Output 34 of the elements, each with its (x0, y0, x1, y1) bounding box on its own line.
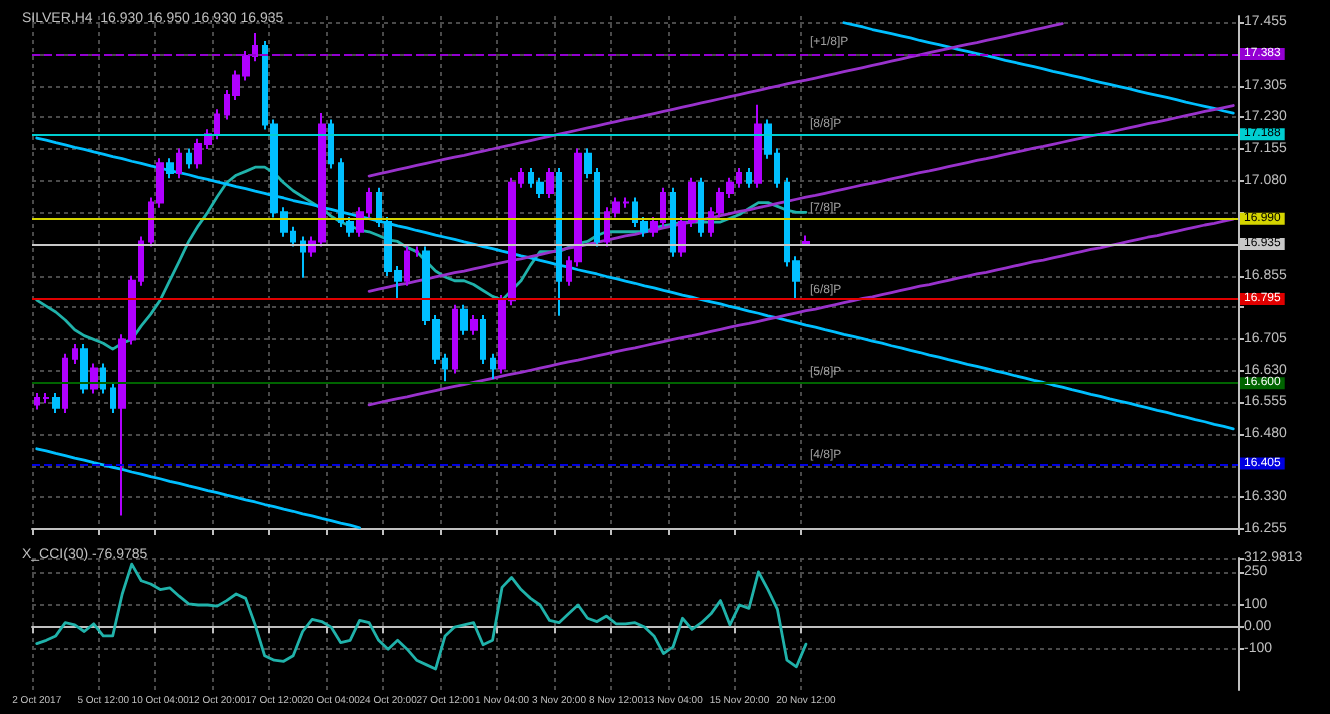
candlestick (90, 362, 98, 395)
candlestick (802, 234, 810, 245)
candlestick (546, 167, 554, 199)
line-series (367, 217, 1235, 407)
candlestick (186, 147, 192, 170)
candlestick (404, 245, 410, 287)
candlestick (176, 147, 182, 180)
candlestick (300, 235, 306, 279)
candlestick (414, 245, 420, 258)
candlestick (470, 313, 478, 336)
candlestick (754, 103, 762, 189)
candlestick (536, 176, 544, 199)
candlestick (72, 343, 78, 365)
line-series (35, 562, 808, 671)
candlestick (490, 352, 496, 381)
line-series (35, 165, 808, 351)
candlestick (42, 392, 50, 405)
line-series (35, 447, 362, 530)
candlestick (556, 167, 562, 317)
candlestick (480, 313, 486, 365)
line-series (367, 104, 1235, 293)
candlestick (698, 176, 704, 238)
candlestick (166, 157, 174, 180)
line-series (367, 22, 1064, 178)
candlestick (460, 303, 468, 336)
candlestick (110, 382, 116, 414)
candlestick (452, 303, 458, 375)
candlestick (100, 362, 106, 395)
candlestick (52, 392, 60, 414)
candlestick (328, 118, 334, 170)
candlestick (670, 186, 676, 258)
candlestick (62, 352, 68, 414)
candlestick (746, 167, 752, 189)
candlestick (80, 343, 88, 395)
